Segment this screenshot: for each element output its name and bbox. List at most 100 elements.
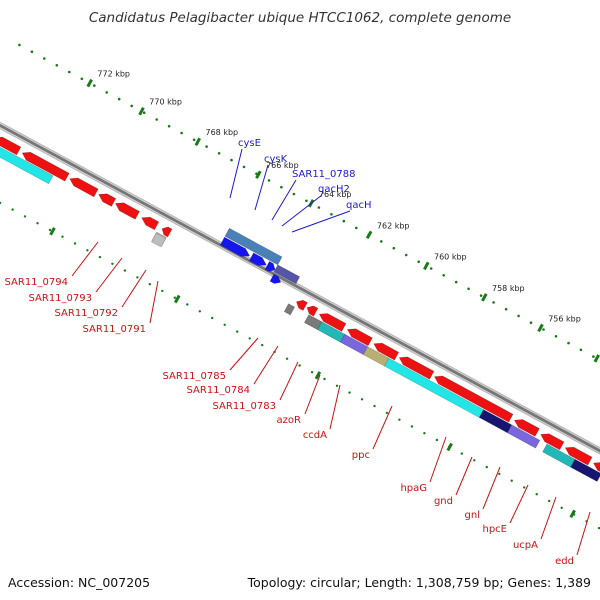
inner-scale-dot [523, 486, 526, 489]
leader-line [279, 361, 299, 401]
leader-line [149, 280, 159, 324]
inner-scale-dot [285, 357, 289, 360]
inner-scale-dot [560, 506, 563, 509]
scale-dot [479, 294, 483, 297]
gene-label: SAR11_0784 [187, 385, 251, 396]
leader-line [253, 345, 279, 385]
reverse-cds [513, 419, 540, 437]
scale-dot [80, 77, 84, 81]
inner-scale-tick [569, 509, 576, 519]
inner-scale-dot [198, 310, 201, 313]
scale-dot [317, 206, 321, 209]
inner-scale-dot [535, 493, 538, 496]
inner-scale-tick [49, 227, 56, 236]
inner-scale-tick [173, 294, 181, 304]
map-title: Candidatus Pelagibacter ubique HTCC1062,… [89, 10, 511, 26]
gene-label: edd [555, 556, 574, 567]
leader-line [455, 456, 473, 496]
leader-line [509, 484, 529, 524]
scale-tick-label: 764 kbp [319, 190, 352, 199]
inner-scale-dot [410, 425, 414, 428]
cog-category-block [570, 458, 600, 482]
scale-major-tick [138, 106, 145, 116]
scale-tick-label: 762 kbp [377, 221, 410, 230]
scale-dot [55, 64, 59, 67]
leader-line [576, 511, 591, 556]
scale-dot [267, 179, 271, 182]
scale-tick-label: 758 kbp [492, 284, 525, 293]
scale-dot [180, 131, 183, 135]
scale-dot [467, 287, 470, 291]
scale-dot [130, 104, 133, 108]
reverse-cds [161, 226, 173, 238]
reverse-cds [346, 328, 373, 347]
gene-label: azoR [277, 415, 301, 426]
scale-dot [68, 70, 71, 74]
scale-dot [404, 253, 408, 257]
qacH2-cog-block [273, 264, 301, 285]
scale-major-tick [537, 323, 544, 333]
gene-label: SAR11_0792 [55, 308, 119, 319]
gene-label: SAR11_0783 [213, 401, 277, 412]
scale-dot [192, 138, 196, 142]
gene-label: SAR11_0791 [83, 324, 147, 335]
scale-tick-labels: 772 kbp 770 kbp 768 kbp 766 kbp 764 kbp 762 k… [97, 70, 580, 324]
scale-major-tick [194, 137, 202, 147]
scale-dot [504, 307, 508, 311]
scale-dot [305, 199, 308, 203]
inner-scale-dot [11, 208, 14, 211]
inner-scale-dot [161, 289, 164, 293]
scale-dot [442, 274, 446, 277]
scale-dot [30, 50, 34, 53]
inner-scale-dot [485, 465, 488, 469]
cog-category-block [283, 303, 296, 316]
scale-dot [205, 145, 208, 148]
label-leader-lines [71, 148, 591, 556]
reverse-cds [0, 136, 22, 156]
gene-label: ucpA [513, 540, 538, 551]
cog-category-block [506, 424, 541, 449]
scale-dot [155, 118, 158, 121]
genome-backbone [0, 121, 600, 455]
reverse-cds [398, 356, 435, 380]
inner-scale-dot [510, 479, 513, 482]
scale-dot [517, 314, 520, 318]
inner-scale-tick [446, 442, 453, 452]
scale-dot [542, 328, 545, 331]
scale-dot [579, 348, 583, 352]
scale-dot [529, 321, 533, 325]
gene-label: SAR11_0793 [29, 293, 93, 304]
inner-scale-dot [310, 371, 314, 374]
leader-line [95, 257, 123, 293]
scale-dot [355, 226, 358, 230]
inner-scale-tick [314, 371, 322, 380]
inner-scale-dot [48, 228, 52, 232]
scale-major-tick [86, 78, 93, 88]
scale-tick-label: 768 kbp [206, 128, 239, 137]
feature-tracks [0, 136, 600, 482]
inner-scale-dot [186, 303, 189, 306]
inner-scale-dot [460, 452, 463, 455]
cog-category-block [383, 357, 485, 418]
reverse-cds [296, 299, 308, 311]
scale-dot [117, 97, 121, 101]
inner-scale-dot [423, 432, 426, 435]
reverse-cds [564, 446, 593, 466]
SAR11_0791-block [150, 232, 167, 248]
inner-scale-dot [385, 411, 389, 415]
reverse-cds [306, 305, 319, 317]
leader-line [121, 269, 147, 308]
leader-line [372, 405, 393, 450]
inner-scale-dot [73, 242, 77, 245]
gene-label: cysK [264, 154, 288, 165]
inner-scale-dot [323, 377, 326, 381]
reverse-cds [540, 433, 565, 451]
gene-label: qacH [346, 200, 372, 211]
scale-dot [342, 219, 346, 223]
inner-scale-dot [211, 316, 214, 320]
scale-tick-label: 766 kbp [266, 161, 299, 170]
gene-label: hpcE [482, 524, 507, 535]
scale-dot [105, 91, 108, 94]
